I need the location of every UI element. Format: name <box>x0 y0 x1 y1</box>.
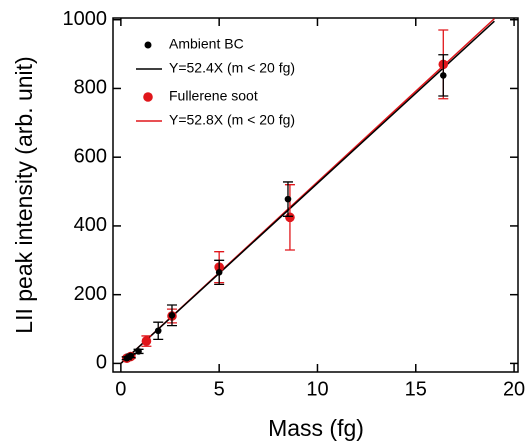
data-point <box>439 72 447 79</box>
legend-label: Ambient BC <box>169 36 244 52</box>
y-axis-title: LII peak intensity (arb. unit) <box>11 56 37 333</box>
x-axis-title: Mass (fg) <box>268 415 364 441</box>
x-tick-label: 5 <box>214 378 225 400</box>
data-point <box>284 195 292 203</box>
y-tick-label: 400 <box>74 214 107 236</box>
x-tick-label: 10 <box>306 378 328 400</box>
data-point <box>215 269 223 276</box>
data-point <box>285 212 295 223</box>
legend-marker <box>143 92 153 102</box>
data-point <box>141 336 152 346</box>
data-point <box>154 327 162 335</box>
x-tick-label: 15 <box>405 378 427 400</box>
fit-line <box>120 20 495 364</box>
data-point <box>127 352 134 360</box>
y-tick-label: 1000 <box>63 8 108 30</box>
y-tick-label: 600 <box>74 145 107 167</box>
legend-label: Y=52.4X (m < 20 fg) <box>169 60 295 76</box>
data-point <box>135 348 142 355</box>
legend-marker <box>144 41 152 49</box>
plot-frame <box>112 17 519 373</box>
y-tick-label: 200 <box>74 283 107 305</box>
legend-label: Y=52.8X (m < 20 fg) <box>169 112 295 128</box>
y-tick-label: 800 <box>74 77 107 99</box>
x-tick-label: 20 <box>503 378 525 400</box>
data-point <box>168 311 176 319</box>
x-tick-label: 0 <box>115 378 126 400</box>
legend-label: Fullerene soot <box>169 88 258 104</box>
y-tick-label: 0 <box>96 352 107 374</box>
